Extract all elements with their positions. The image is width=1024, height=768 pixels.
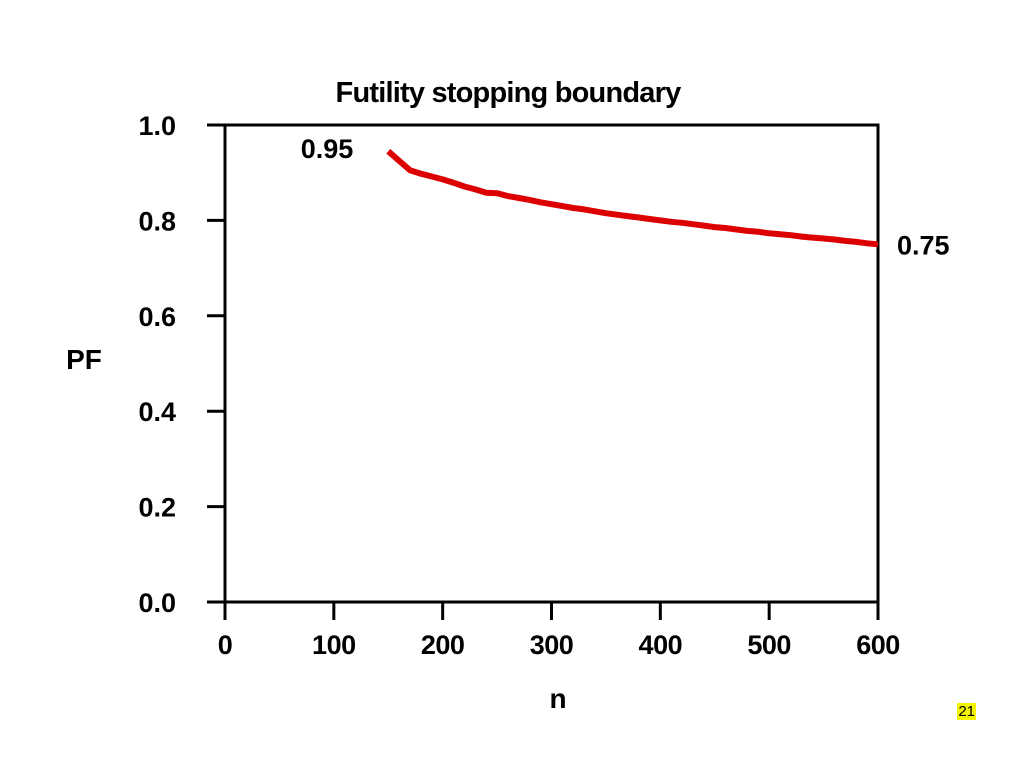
y-tick-label: 1.0 [138, 111, 176, 141]
labels-layer: 0.95 0.75 [301, 134, 950, 260]
x-tick-label: 200 [421, 630, 465, 660]
series-layer [386, 148, 879, 248]
boundary-value-label: 0.95 [301, 134, 354, 164]
ticks-layer: 0.0 0.2 0.4 0.6 0.8 1.0 0 100 200 300 400 500 600 [138, 111, 900, 660]
y-tick-label: 0.2 [138, 493, 176, 523]
chart-title: Futility stopping boundary [336, 77, 682, 109]
x-tick-label: 300 [530, 630, 574, 660]
y-axis-label: PF [66, 344, 102, 375]
page-number: 21 [957, 703, 976, 720]
x-axis-label: n [549, 683, 566, 714]
x-tick-label: 600 [856, 630, 900, 660]
axes-layer [223, 123, 880, 604]
y-tick-label: 0.8 [138, 206, 176, 236]
x-tick-label: 100 [312, 630, 356, 660]
x-tick-label: 500 [747, 630, 791, 660]
boundary-line [386, 148, 879, 248]
x-tick-label: 0 [218, 630, 233, 660]
y-tick-label: 0.4 [138, 397, 176, 427]
x-tick-label: 400 [639, 630, 683, 660]
y-tick-label: 0.0 [138, 588, 176, 618]
plot-frame [223, 123, 880, 604]
y-tick-label: 0.6 [138, 302, 176, 332]
boundary-value-label: 0.75 [897, 230, 950, 260]
